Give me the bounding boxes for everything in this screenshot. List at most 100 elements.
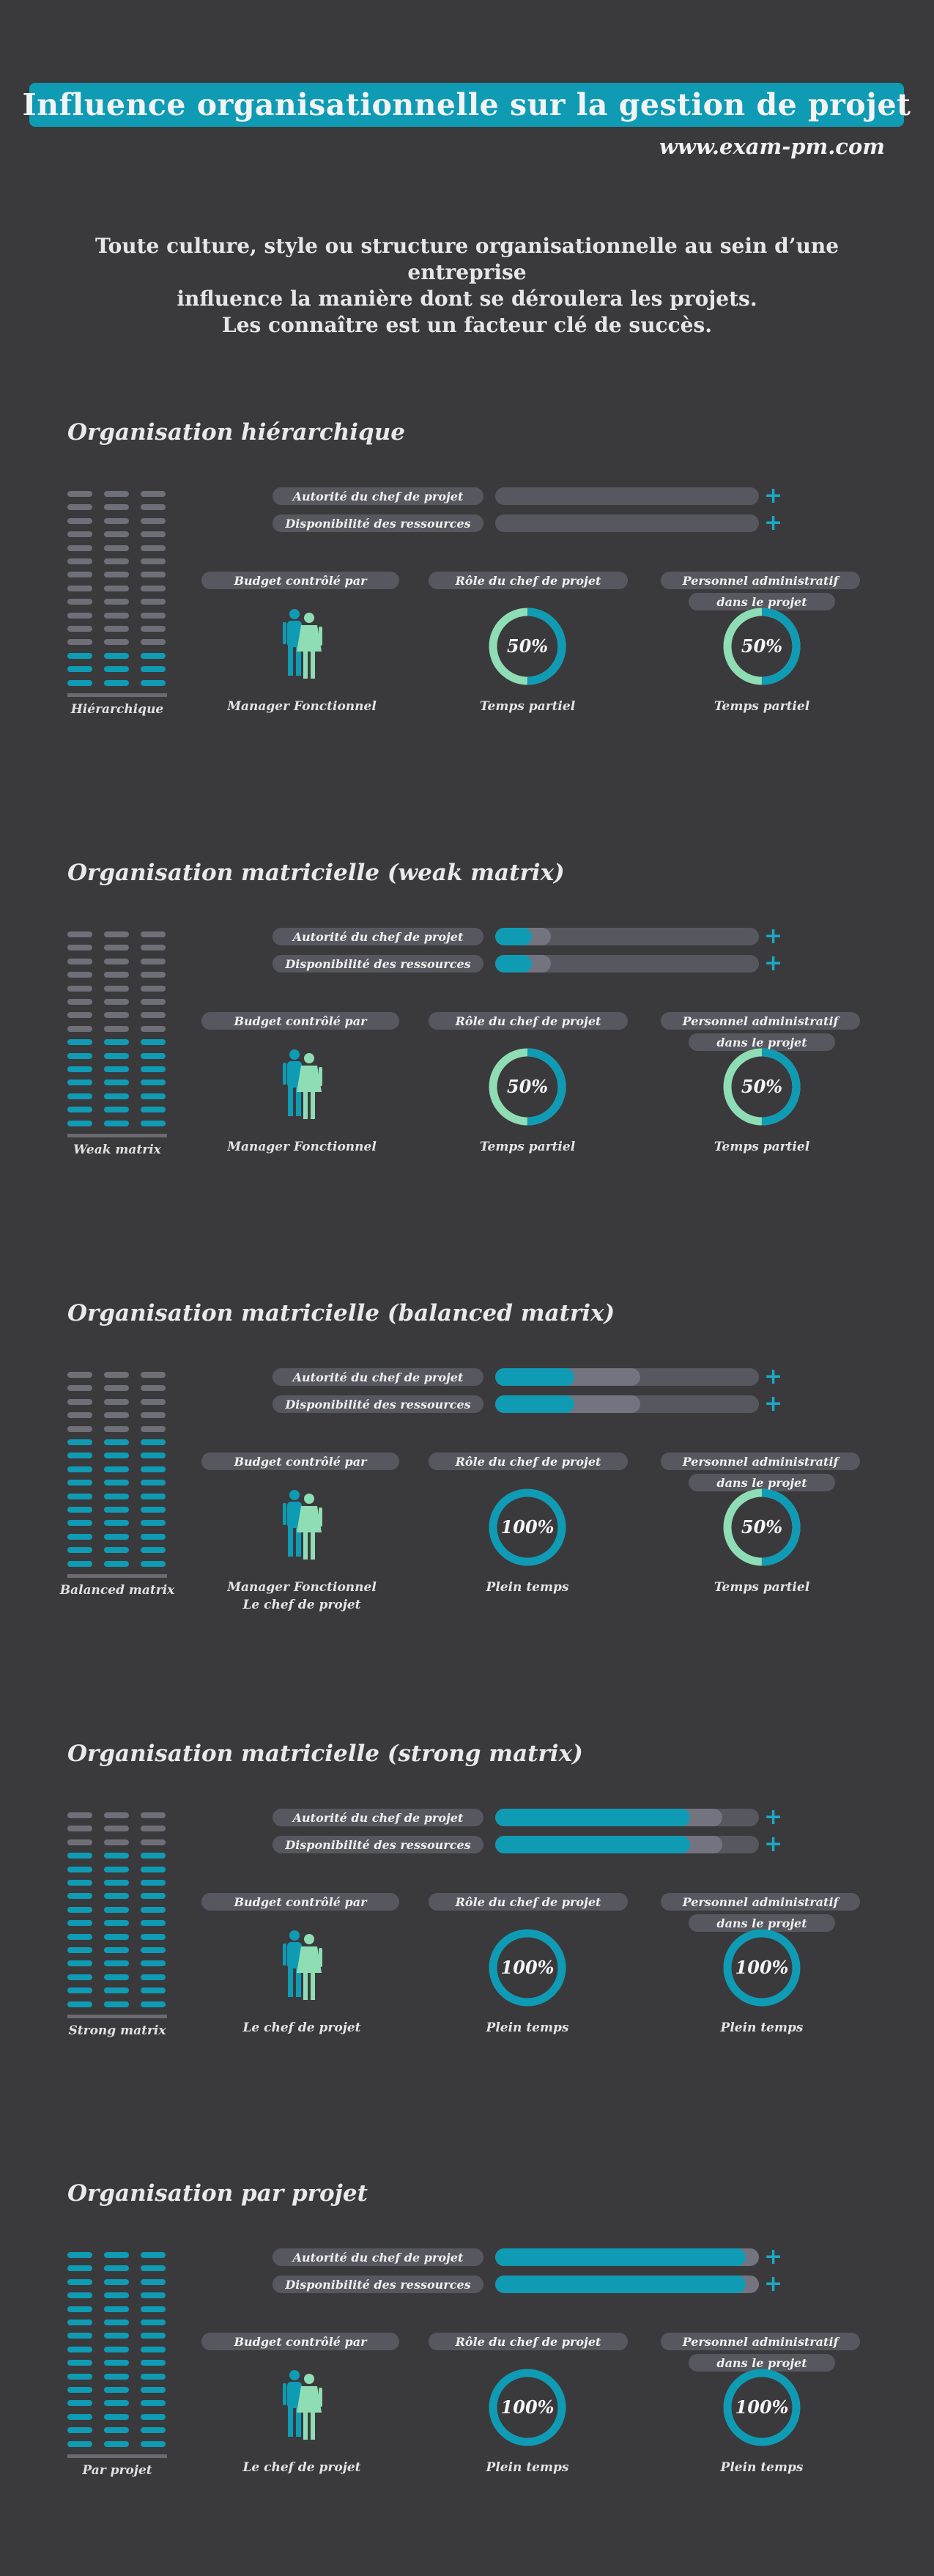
authority-label: Autorité du chef de projet bbox=[273, 1809, 483, 1826]
stack-dash bbox=[104, 945, 129, 951]
budget-header: Budget contrôlé par bbox=[201, 2333, 399, 2350]
stack-dash bbox=[141, 1893, 166, 1900]
plus-icon: + bbox=[764, 1391, 783, 1417]
stack-dash bbox=[67, 985, 92, 992]
stack-dash bbox=[104, 2373, 129, 2380]
stack-dash bbox=[141, 2413, 166, 2420]
role-percent: 50% bbox=[506, 1076, 549, 1097]
stack-dash bbox=[141, 1880, 166, 1886]
stack-dash bbox=[104, 1398, 129, 1405]
staff-caption: Plein temps bbox=[720, 2020, 804, 2035]
staff-percent: 100% bbox=[735, 2396, 789, 2418]
stack-dash bbox=[141, 504, 166, 511]
stack-dash bbox=[104, 1988, 129, 1994]
resources-label: Disponibilité des ressources bbox=[273, 1395, 483, 1413]
stack-dash bbox=[67, 491, 92, 497]
stack-dash bbox=[104, 2001, 129, 2007]
stack-dash bbox=[67, 652, 92, 659]
intro-line: influence la manière dont se déroulera l… bbox=[177, 287, 757, 311]
stack-dash bbox=[104, 1107, 129, 1113]
budget-caption-line: Manager Fonctionnel bbox=[227, 1580, 377, 1595]
stack-dash bbox=[141, 2427, 166, 2434]
role-header: Rôle du chef de projet bbox=[429, 1893, 628, 1911]
stack-dash bbox=[141, 2346, 166, 2352]
stack-dash bbox=[67, 2319, 92, 2325]
role-ring bbox=[489, 1048, 566, 1126]
staff-header: Personnel administratif bbox=[661, 1453, 860, 1470]
stack-dash bbox=[141, 1520, 166, 1527]
stack-dash bbox=[104, 517, 129, 524]
stack-dash bbox=[104, 1960, 129, 1967]
stack-dash bbox=[67, 1933, 92, 1940]
people-icon bbox=[283, 1049, 322, 1119]
staff-ring bbox=[723, 1929, 801, 2007]
stack-dash bbox=[141, 1107, 166, 1113]
stack-dash bbox=[141, 2333, 166, 2339]
authority-bar bbox=[495, 1368, 759, 1386]
stack-dash bbox=[67, 1520, 92, 1527]
stack-dash bbox=[67, 1120, 92, 1126]
stack-dash bbox=[141, 1812, 166, 1818]
stack-dash bbox=[104, 1853, 129, 1859]
authority-bar bbox=[495, 487, 759, 505]
hierarchy-stack bbox=[67, 931, 167, 1137]
resources-bar-fill bbox=[495, 2276, 746, 2293]
stack-dash bbox=[67, 1960, 92, 1967]
stack-dash bbox=[104, 1385, 129, 1392]
resources-label: Disponibilité des ressources bbox=[273, 955, 483, 973]
section-5: Organisation par projet Par projet Autorit… bbox=[0, 2180, 934, 2561]
stack-dash bbox=[141, 1385, 166, 1392]
hierarchy-stack bbox=[67, 1812, 167, 2018]
stack-dash bbox=[67, 945, 92, 951]
budget-caption: Manager Fonctionnel bbox=[192, 698, 412, 715]
stack-dash bbox=[67, 1439, 92, 1445]
resources-label: Disponibilité des ressources bbox=[273, 2276, 483, 2293]
stack-dash bbox=[67, 558, 92, 564]
stack-dash bbox=[141, 1412, 166, 1419]
plus-icon: + bbox=[764, 1804, 783, 1830]
budget-caption-line: Le chef de projet bbox=[242, 1598, 361, 1612]
stack-dash bbox=[67, 1493, 92, 1499]
stack-dash bbox=[67, 1906, 92, 1913]
stack-dash bbox=[67, 1412, 92, 1419]
stack-dash bbox=[141, 1988, 166, 1994]
stack-dash bbox=[141, 491, 166, 497]
stack-dash bbox=[67, 1080, 92, 1086]
stack-dash bbox=[141, 1080, 166, 1086]
site-url[interactable]: www.exam-pm.com bbox=[659, 134, 885, 159]
budget-header: Budget contrôlé par bbox=[201, 1012, 399, 1030]
stack-dash bbox=[141, 1533, 166, 1540]
stack-dash bbox=[67, 2440, 92, 2447]
resources-bar bbox=[495, 955, 759, 973]
stack-dash bbox=[104, 2319, 129, 2325]
stack-dash bbox=[141, 999, 166, 1005]
stack-dash bbox=[141, 1012, 166, 1019]
stack-dash bbox=[141, 1906, 166, 1913]
stack-dash bbox=[67, 1052, 92, 1059]
authority-bar-fill bbox=[495, 2248, 746, 2266]
stack-dash bbox=[141, 1826, 166, 1832]
stack-baseline bbox=[67, 693, 167, 697]
stack-dash bbox=[141, 531, 166, 538]
stack-dash bbox=[104, 572, 129, 578]
stack-dash bbox=[104, 1826, 129, 1832]
stack-dash bbox=[104, 2346, 129, 2352]
role-header: Rôle du chef de projet bbox=[429, 2333, 628, 2350]
hierarchy-stack bbox=[67, 491, 167, 697]
stack-dash bbox=[104, 931, 129, 937]
stack-dash bbox=[104, 2333, 129, 2339]
stack-dash bbox=[67, 958, 92, 964]
stack-dash bbox=[141, 639, 166, 646]
authority-bar-fill bbox=[495, 928, 533, 945]
stack-dash bbox=[141, 2278, 166, 2285]
stack-dash bbox=[67, 1893, 92, 1900]
stack-dash bbox=[141, 2252, 166, 2258]
stack-dash bbox=[67, 2292, 92, 2299]
stack-dash bbox=[104, 585, 129, 591]
stack-dash bbox=[104, 2387, 129, 2393]
budget-caption-line: Manager Fonctionnel bbox=[227, 699, 377, 714]
stack-dash bbox=[141, 2360, 166, 2366]
section-2: Organisation matricielle (weak matrix) We… bbox=[0, 860, 934, 1241]
resources-label: Disponibilité des ressources bbox=[273, 1836, 483, 1853]
budget-caption: Manager Fonctionnel bbox=[192, 1138, 412, 1156]
